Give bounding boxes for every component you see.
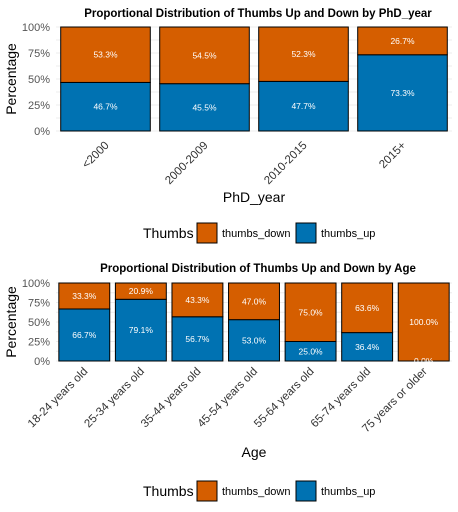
x-tick-label: 2010-2015 bbox=[262, 140, 309, 187]
y-tick-label: 0% bbox=[34, 356, 50, 368]
bar-thumbs-down bbox=[60, 26, 151, 83]
legend-title: Thumbs bbox=[143, 483, 194, 499]
bar-thumbs-down bbox=[258, 26, 349, 82]
x-tick-label: 45-54 years old bbox=[196, 366, 261, 431]
legend-swatch-thumbs-down bbox=[196, 222, 218, 244]
bar-thumbs-down bbox=[341, 282, 394, 334]
y-tick-label: 75% bbox=[28, 298, 50, 310]
bar-thumbs-down bbox=[284, 282, 337, 342]
data-label-thumbs-up: 53.0% bbox=[242, 335, 267, 345]
bar-thumbs-up bbox=[60, 81, 151, 132]
data-label-thumbs-up: 66.7% bbox=[72, 330, 97, 340]
legend-title: Thumbs bbox=[143, 225, 194, 241]
x-tick-label: 55-64 years old bbox=[252, 366, 317, 431]
data-label-thumbs-down: 63.6% bbox=[355, 303, 380, 313]
x-tick-label: 65-74 years old bbox=[309, 366, 374, 431]
x-tick-label: <2000 bbox=[80, 140, 111, 171]
y-tick-label: 100% bbox=[22, 278, 50, 290]
data-label-thumbs-down: 43.3% bbox=[185, 295, 210, 305]
y-tick-label: 0% bbox=[34, 126, 50, 138]
x-tick-label: 18-24 years old bbox=[26, 366, 91, 431]
x-tick-label: 2000-2009 bbox=[163, 140, 210, 187]
x-tick-label: 2015+ bbox=[377, 139, 409, 171]
data-label-thumbs-up: 47.7% bbox=[291, 101, 316, 111]
chart-title: Proportional Distribution of Thumbs Up a… bbox=[84, 8, 432, 20]
y-tick-label: 50% bbox=[28, 74, 50, 86]
data-label-thumbs-down: 52.3% bbox=[291, 49, 316, 59]
data-label-thumbs-down: 47.0% bbox=[242, 296, 267, 306]
legend-label-thumbs-down: thumbs_down bbox=[222, 486, 291, 498]
legend-swatch-thumbs-up bbox=[295, 480, 317, 502]
bar-thumbs-up bbox=[58, 308, 111, 362]
data-label-thumbs-down: 53.3% bbox=[93, 50, 118, 60]
bar-thumbs-down bbox=[397, 282, 450, 362]
bar-thumbs-up bbox=[228, 319, 280, 362]
bar-thumbs-down bbox=[357, 26, 448, 56]
legend: Thumbs thumbs_down thumbs_up bbox=[143, 480, 375, 502]
data-label-thumbs-down: 100.0% bbox=[409, 317, 438, 327]
data-label-thumbs-up: 45.5% bbox=[192, 102, 217, 112]
y-axis-label: Percentage bbox=[3, 286, 19, 358]
data-label-thumbs-down: 75.0% bbox=[299, 307, 324, 317]
legend-label-thumbs-up: thumbs_up bbox=[321, 228, 375, 240]
x-axis-label: PhD_year bbox=[223, 189, 286, 205]
bar-thumbs-down bbox=[159, 26, 250, 85]
y-tick-label: 50% bbox=[28, 317, 50, 329]
y-tick-label: 75% bbox=[28, 48, 50, 60]
y-tick-label: 25% bbox=[28, 337, 50, 349]
bar-thumbs-down bbox=[114, 282, 167, 300]
bar-thumbs-up bbox=[258, 80, 349, 132]
data-label-thumbs-down: 54.5% bbox=[192, 50, 217, 60]
data-label-thumbs-up: 36.4% bbox=[355, 342, 380, 352]
y-tick-label: 25% bbox=[28, 100, 50, 112]
legend-label-thumbs-down: thumbs_down bbox=[222, 228, 291, 240]
x-axis-label: Age bbox=[242, 444, 267, 460]
chart-2: Proportional Distribution of Thumbs Up a… bbox=[3, 263, 452, 502]
data-label-thumbs-up: 73.3% bbox=[390, 88, 415, 98]
data-label-thumbs-down: 33.3% bbox=[72, 291, 97, 301]
y-tick-label: 100% bbox=[22, 22, 50, 34]
chart-1: Proportional Distribution of Thumbs Up a… bbox=[3, 8, 452, 244]
legend-swatch-thumbs-down bbox=[196, 480, 218, 502]
bar-thumbs-up bbox=[341, 332, 394, 362]
bar-thumbs-up bbox=[159, 83, 250, 132]
data-label-thumbs-down: 20.9% bbox=[129, 286, 154, 296]
legend-label-thumbs-up: thumbs_up bbox=[321, 486, 375, 498]
x-tick-label: 25-34 years old bbox=[82, 366, 147, 431]
data-label-thumbs-up: 56.7% bbox=[185, 334, 210, 344]
legend-swatch-thumbs-up bbox=[295, 222, 317, 244]
data-label-thumbs-up: 79.1% bbox=[129, 325, 154, 335]
bar-thumbs-down bbox=[228, 282, 280, 321]
bar-thumbs-down bbox=[58, 282, 111, 310]
data-label-thumbs-up: 0.0% bbox=[414, 356, 434, 366]
legend: Thumbs thumbs_down thumbs_up bbox=[143, 222, 375, 244]
bar-thumbs-down bbox=[171, 282, 224, 318]
data-label-thumbs-up: 25.0% bbox=[299, 346, 324, 356]
data-label-thumbs-up: 46.7% bbox=[93, 102, 118, 112]
chart-title: Proportional Distribution of Thumbs Up a… bbox=[100, 263, 416, 275]
y-axis-label: Percentage bbox=[3, 43, 19, 115]
bar-thumbs-up bbox=[114, 298, 167, 362]
data-label-thumbs-down: 26.7% bbox=[390, 36, 415, 46]
x-tick-label: 35-44 years old bbox=[139, 366, 204, 431]
